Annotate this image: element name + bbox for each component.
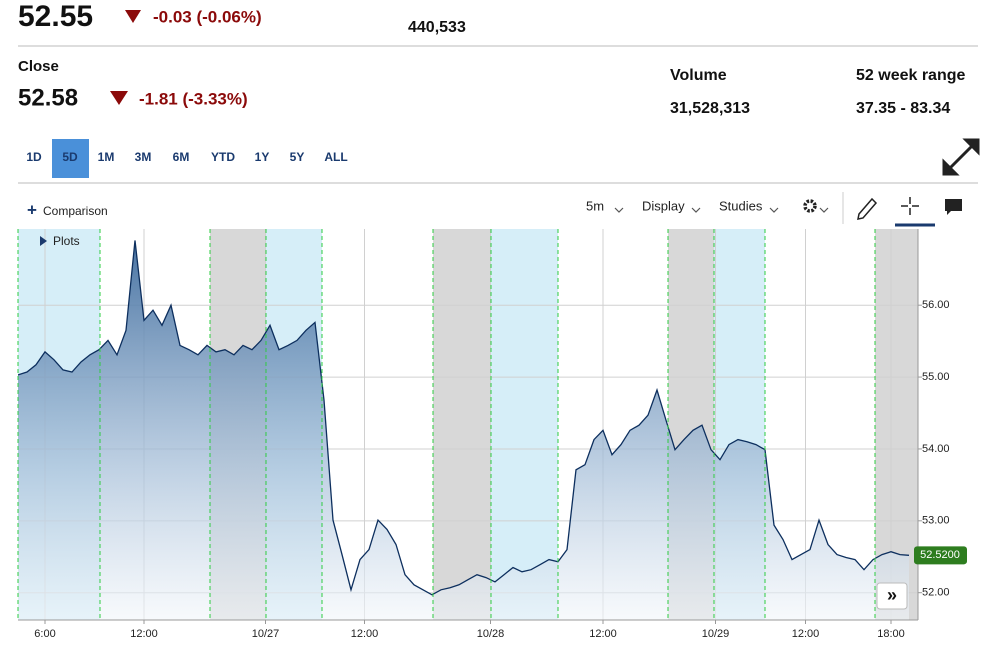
plots-toggle-icon <box>40 236 47 246</box>
y-tick-label: 56.00 <box>922 299 950 311</box>
range-button[interactable]: 6M <box>173 150 190 164</box>
range-button[interactable]: 5Y <box>290 150 305 164</box>
range-button[interactable]: 3M <box>135 150 152 164</box>
plot <box>18 240 910 620</box>
x-tick-label: 6:00 <box>34 628 55 640</box>
studies-menu[interactable]: Studies <box>719 198 763 213</box>
expand-icon[interactable] <box>942 138 980 176</box>
close-label: Close <box>18 58 59 75</box>
down-arrow <box>110 91 128 105</box>
draw-icon[interactable] <box>857 197 878 220</box>
y-tick-label: 52.00 <box>922 587 950 599</box>
interval-menu[interactable]: 5m <box>586 198 604 213</box>
stat-label: Volume <box>670 67 727 84</box>
display-menu[interactable]: Display <box>642 198 685 213</box>
x-tick-label: 12:00 <box>351 628 379 640</box>
comment-icon[interactable] <box>945 199 962 215</box>
y-tick-label: 54.00 <box>922 443 950 455</box>
x-tick-label: 12:00 <box>792 628 820 640</box>
y-tick-label: 55.00 <box>922 371 950 383</box>
menu-chevrons <box>614 207 829 213</box>
x-tick-label: 10/28 <box>477 628 505 640</box>
plus-icon: + <box>27 200 37 219</box>
range-button[interactable]: 1D <box>26 150 42 164</box>
range-button[interactable]: 1Y <box>255 150 270 164</box>
volume-value: 440,533 <box>408 19 466 36</box>
last-price-label: 52.5200 <box>920 549 960 561</box>
stat-label: 52 week range <box>856 67 966 84</box>
range-button[interactable]: 5D <box>62 150 78 164</box>
svg-text:»: » <box>887 585 897 605</box>
close-change: -1.81 (-3.33%) <box>139 89 248 108</box>
down-arrow <box>125 10 141 23</box>
range-button[interactable]: YTD <box>211 150 235 164</box>
last-price: 52.55 <box>18 0 93 33</box>
price-area <box>18 240 909 620</box>
plots-button[interactable]: Plots <box>53 234 80 248</box>
stat-value: 31,528,313 <box>670 100 750 117</box>
range-selected <box>52 139 89 178</box>
session-boundaries <box>17 229 876 620</box>
comparison-button[interactable]: Comparison <box>43 204 108 218</box>
settings-icon[interactable] <box>803 199 817 213</box>
price-change: -0.03 (-0.06%) <box>153 7 262 26</box>
x-tick-label: 12:00 <box>589 628 617 640</box>
crosshair-icon[interactable] <box>901 197 919 215</box>
scroll-button[interactable]: » <box>876 582 908 610</box>
last-price-tag <box>914 546 967 565</box>
x-tick-label: 10/27 <box>252 628 280 640</box>
price-line <box>18 240 910 596</box>
x-tick-label: 10/29 <box>702 628 730 640</box>
range-button[interactable]: ALL <box>324 150 347 164</box>
x-tick-label: 12:00 <box>130 628 158 640</box>
y-tick-label: 53.00 <box>922 515 950 527</box>
range-button[interactable]: 1M <box>98 150 115 164</box>
close-price: 52.58 <box>18 84 78 111</box>
x-tick-label: 18:00 <box>877 628 905 640</box>
range-buttons: 1D 5D 1M 3M 6M YTD 1Y 5Y ALL <box>26 139 348 178</box>
stat-value: 37.35 - 83.34 <box>856 100 950 117</box>
axes: 52.00 53.00 54.00 55.00 56.00 6:00 12:00 10/27 1… <box>34 299 967 640</box>
